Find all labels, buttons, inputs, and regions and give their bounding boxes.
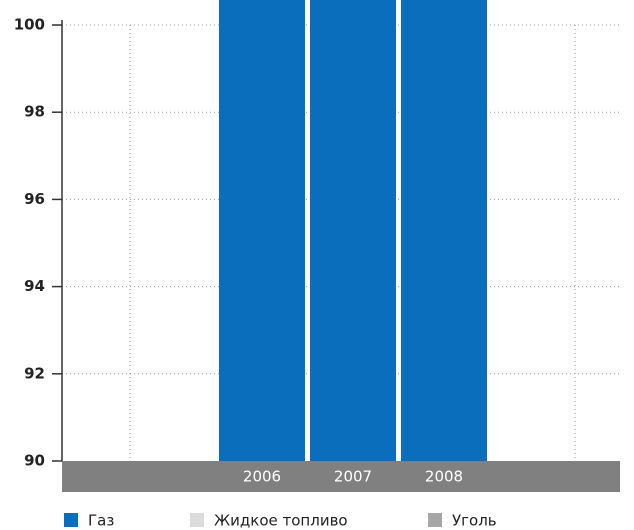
legend-label: Уголь [452, 512, 497, 530]
x-tick-label: 2006 [243, 468, 281, 486]
legend-swatch [428, 513, 442, 527]
y-tick-label: 94 [24, 277, 45, 295]
bar-segment [401, 0, 487, 462]
legend-swatch [64, 513, 78, 527]
y-tick-label: 96 [24, 190, 45, 208]
bar-segment [310, 0, 396, 461]
bar-segment [219, 0, 305, 461]
y-tick-label: 92 [24, 364, 45, 382]
legend-label: Жидкое топливо [214, 512, 348, 530]
legend-label: Газ [88, 512, 114, 530]
legend-swatch [190, 513, 204, 527]
y-tick-label: 98 [24, 103, 45, 121]
x-tick-label: 2008 [425, 468, 463, 486]
y-tick-label: 90 [24, 452, 45, 470]
x-axis-band [62, 461, 620, 492]
y-tick-label: 100 [14, 16, 45, 34]
x-tick-label: 2007 [334, 468, 372, 486]
